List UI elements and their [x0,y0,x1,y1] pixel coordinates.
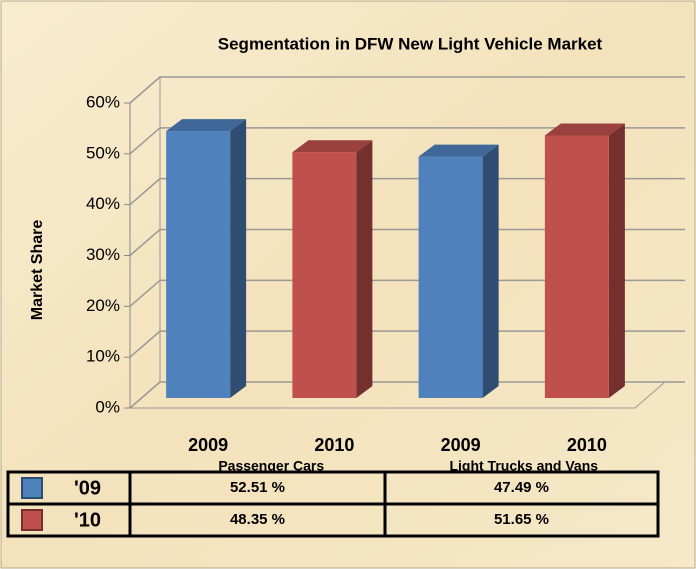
bar [166,131,231,399]
y-tick-label: 0% [95,397,120,416]
table-value: 52.51 % [230,479,285,496]
bar-top [544,123,625,136]
legend-swatch [21,477,43,499]
bar-top [292,140,373,153]
bar-side [608,123,625,398]
table-value: 48.35 % [230,511,285,528]
grid-line [129,279,685,307]
y-tick-label: 20% [86,296,120,315]
y-tick-label: 30% [86,245,120,264]
table-value: 51.65 % [494,511,549,528]
bar-top [166,119,247,132]
legend-label: '10 [74,509,101,531]
y-tick-label: 10% [86,347,120,366]
bar-side [482,144,499,398]
bar-side [356,140,373,399]
legend-swatch [21,509,43,531]
grid-line [129,76,685,104]
grid-line [129,330,685,358]
bar [418,156,483,398]
bar [292,152,357,398]
grid-line [129,228,685,257]
y-tick-label: 50% [86,143,120,162]
x-tick-label: 2010 [314,435,354,455]
bar [544,135,609,398]
x-tick-label: 2009 [188,435,228,455]
grid-line [129,177,685,206]
x-tick-label: 2010 [567,435,607,455]
table-cell [383,502,660,538]
grid-line [129,381,685,409]
table-value: 47.49 % [494,479,549,496]
group-label: Light Trucks and Vans [449,458,598,474]
x-tick-label: 2009 [441,435,481,455]
grid-line [129,127,685,155]
y-tick-label: 40% [86,194,120,213]
group-label: Passenger Cars [218,458,324,474]
y-tick-label: 60% [86,92,120,111]
y-axis-label: Market Share [29,220,46,321]
legend-label: '09 [74,477,101,499]
bar-side [230,119,247,399]
chart-title: Segmentation in DFW New Light Vehicle Ma… [218,34,603,53]
bar-top [418,144,499,157]
